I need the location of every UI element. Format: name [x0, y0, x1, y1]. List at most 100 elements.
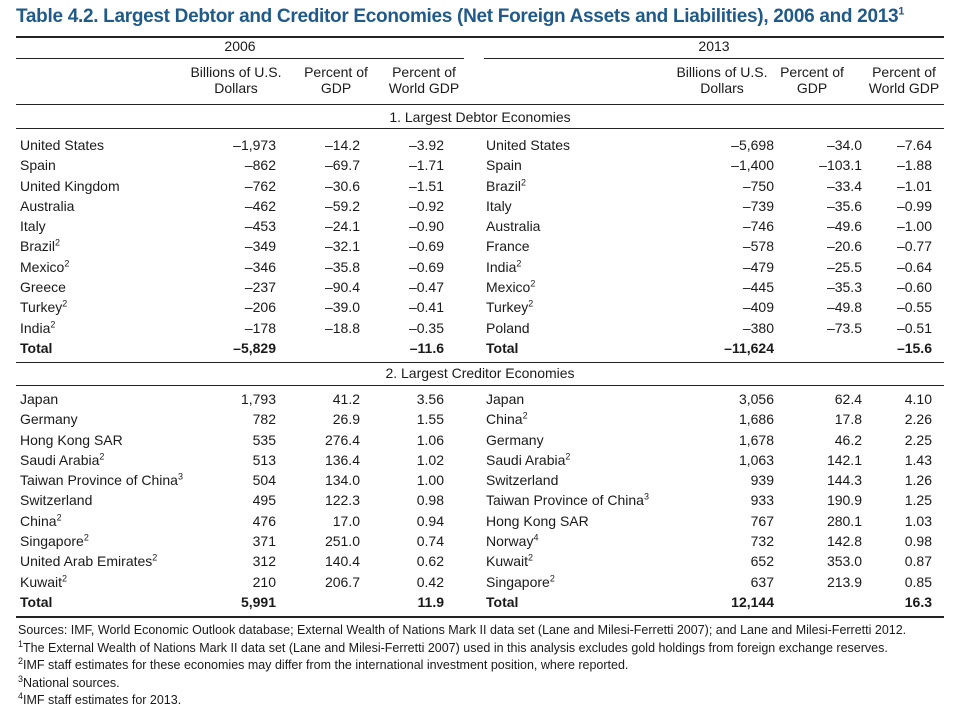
total-row: Total 5,991 11.9 [20, 592, 444, 612]
value-usd: 504 [252, 472, 276, 489]
value-gdp: 213.9 [826, 573, 862, 590]
footnote-mark: 3 [643, 491, 649, 502]
economy-name: United States [20, 135, 200, 155]
economy-name: Hong Kong SAR [486, 511, 676, 531]
value-usd: –479 [742, 258, 774, 275]
table-row: Norway4 732 142.8 0.98 [486, 531, 932, 551]
economy-name: Spain [486, 155, 676, 175]
economy-name-text: Spain [486, 157, 522, 174]
economy-name-text: India [486, 258, 517, 275]
economy-name-text: Japan [486, 391, 525, 407]
footnote-mark: 2 [99, 451, 105, 462]
economy-name: Switzerland [486, 470, 676, 490]
value-usd: 535 [252, 431, 276, 448]
value-gdp: –90.4 [324, 279, 360, 296]
table-row: Taiwan Province of China3 933 190.9 1.25 [486, 490, 932, 510]
value-world: 16.3 [904, 593, 932, 610]
economy-name-text: Total [20, 339, 53, 356]
value-world: 0.74 [416, 533, 444, 550]
footnote-mark: 2 [565, 451, 571, 462]
economy-name: Mexico2 [486, 277, 676, 297]
value-world: 1.06 [416, 431, 444, 448]
value-gdp: 280.1 [826, 512, 862, 529]
value-usd: –453 [244, 218, 276, 235]
economy-name-text: Germany [486, 431, 544, 448]
value-world: –11.6 [409, 339, 444, 356]
total-row: Total –5,829 –11.6 [20, 338, 444, 358]
table-row: Mexico2 –445 –35.3 –0.60 [486, 277, 932, 297]
table-row: Japan 1,793 41.2 3.56 [20, 389, 444, 409]
value-usd: –746 [742, 218, 774, 235]
footnote-mark: 2 [528, 552, 534, 563]
value-world: –15.6 [896, 339, 932, 356]
value-usd: 5,991 [240, 593, 276, 610]
value-gdp: –32.1 [324, 238, 360, 255]
bottom-rule [16, 616, 944, 618]
col-gdp-2013: Percent of GDP [780, 64, 844, 96]
footnote-text: National sources. [23, 675, 120, 690]
table-row: Kuwait2 652 353.0 0.87 [486, 551, 932, 571]
value-usd: 1,678 [738, 431, 774, 448]
footnote-mark: 2 [516, 258, 522, 269]
col-usd-2006: Billions of U.S. Dollars [190, 64, 282, 96]
value-gdp: –49.6 [826, 218, 862, 235]
footnote-mark: 2 [64, 258, 70, 269]
value-usd: –762 [244, 177, 276, 194]
value-usd: 210 [252, 573, 276, 590]
economy-name: Japan [486, 389, 676, 409]
value-gdp: –49.8 [826, 299, 862, 316]
economy-name: United States [486, 135, 676, 155]
col-usd-2013: Billions of U.S. Dollars [676, 64, 768, 96]
value-usd: 1,063 [738, 451, 774, 468]
value-world: 11.9 [417, 593, 444, 610]
value-gdp: 276.4 [324, 431, 360, 448]
value-gdp: –73.5 [826, 319, 862, 336]
economy-name: Total [20, 592, 200, 612]
section-debtor-heading: 1. Largest Debtor Economies [389, 109, 571, 125]
section2-rule [16, 385, 944, 386]
value-world: –0.69 [408, 258, 444, 275]
footnote-mark: 2 [55, 237, 61, 248]
economy-name-text: Turkey [20, 299, 63, 316]
value-world: 1.55 [416, 411, 444, 428]
value-usd: 782 [252, 411, 276, 428]
footnotes: Sources: IMF, World Economic Outlook dat… [18, 622, 948, 710]
economy-name: Total [486, 338, 676, 358]
value-world: –1.00 [896, 218, 932, 235]
economy-name-text: United States [486, 137, 571, 153]
value-world: –0.90 [408, 218, 444, 235]
value-gdp [276, 592, 360, 612]
economy-name: China2 [20, 511, 200, 531]
table-title: Table 4.2. Largest Debtor and Creditor E… [16, 6, 904, 28]
economy-name: Switzerland [20, 490, 200, 510]
table-row: Singapore2 371 251.0 0.74 [20, 531, 444, 551]
value-gdp: 353.0 [826, 553, 862, 570]
footnote-mark: 4 [533, 532, 539, 543]
economy-name: Saudi Arabia2 [20, 450, 200, 470]
value-gdp: –20.6 [826, 238, 862, 255]
value-gdp: –59.2 [324, 197, 360, 214]
value-usd: –445 [742, 279, 774, 296]
economy-name-text: United States [20, 137, 105, 153]
footnote-line: 2IMF staff estimates for these economies… [18, 657, 948, 675]
value-usd: –5,698 [731, 137, 774, 153]
economy-name: Brazil2 [20, 236, 200, 256]
economy-name: Spain [20, 155, 200, 175]
value-world: 1.43 [904, 451, 932, 468]
value-gdp: –18.8 [324, 319, 360, 336]
value-gdp: 46.2 [834, 431, 862, 448]
value-world: 0.85 [904, 573, 932, 590]
table-row: Hong Kong SAR 767 280.1 1.03 [486, 511, 932, 531]
economy-name-text: China [486, 411, 523, 428]
value-world: 4.10 [904, 391, 932, 407]
value-gdp: 140.4 [324, 553, 360, 570]
economy-name: France [486, 236, 676, 256]
footnote-mark: 3 [18, 673, 24, 684]
table-row: China2 476 17.0 0.94 [20, 511, 444, 531]
value-usd: –206 [244, 299, 276, 316]
value-gdp: –30.6 [324, 177, 360, 194]
value-world: 0.87 [904, 553, 932, 570]
value-gdp: –35.8 [324, 258, 360, 275]
value-world: –1.01 [896, 177, 932, 194]
table-row: Italy –453 –24.1 –0.90 [20, 216, 444, 236]
